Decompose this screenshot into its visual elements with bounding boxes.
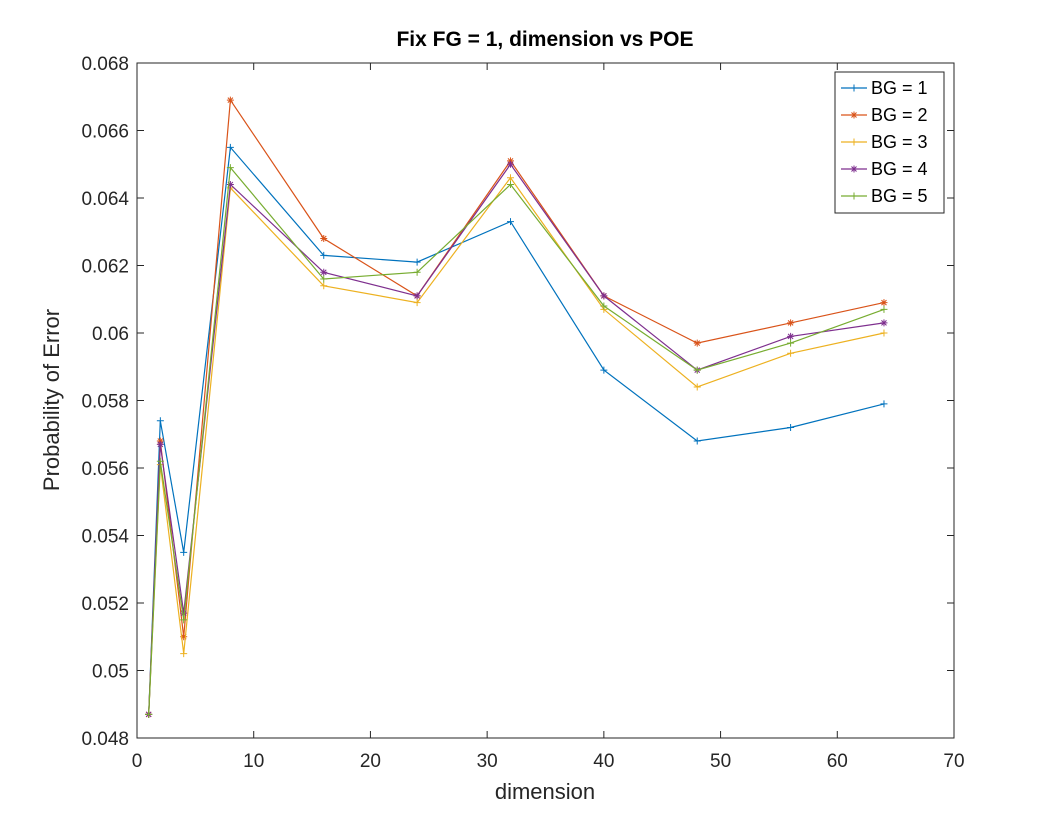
- x-tick-label: 10: [243, 751, 264, 772]
- data-point: [787, 424, 795, 431]
- data-point: [693, 437, 701, 445]
- x-tick-label: 50: [710, 751, 731, 772]
- chart-title: Fix FG = 1, dimension vs POE: [396, 28, 693, 51]
- data-point: [320, 268, 328, 276]
- legend-item: BG = 5: [841, 186, 928, 206]
- y-tick-label: 0.052: [81, 594, 129, 615]
- y-tick-label: 0.06: [92, 324, 129, 345]
- data-point: [320, 275, 328, 283]
- data-point: [880, 299, 888, 307]
- data-point: [850, 192, 858, 200]
- x-axis: 0 10 20 30 40 50 60 70: [132, 63, 965, 772]
- data-point: [787, 349, 795, 357]
- y-tick-label: 0.066: [81, 122, 129, 143]
- data-point: [787, 332, 795, 340]
- y-axis: 0.048 0.05 0.052 0.054 0.056 0.058 0.06 0.062 0.…: [81, 54, 954, 750]
- data-point: [600, 292, 608, 300]
- data-point: [145, 710, 153, 718]
- y-tick-label: 0.05: [92, 662, 129, 683]
- y-tick-label: 0.056: [81, 459, 129, 480]
- legend-label: BG = 4: [871, 159, 928, 179]
- data-point: [320, 282, 328, 290]
- y-tick-label: 0.064: [81, 189, 129, 210]
- x-axis-label: dimension: [495, 779, 595, 804]
- legend: BG = 1 BG = 2 BG = 3 BG = 4 BG = 5: [834, 71, 945, 214]
- data-point: [226, 96, 234, 104]
- x-tick-label: 20: [360, 751, 381, 772]
- data-point: [787, 319, 795, 327]
- data-point: [850, 138, 858, 146]
- legend-label: BG = 2: [871, 105, 928, 125]
- data-point: [413, 268, 421, 276]
- data-point: [180, 650, 188, 658]
- data-point: [320, 251, 328, 259]
- data-point: [180, 616, 188, 624]
- legend-label: BG = 1: [871, 78, 928, 98]
- legend-item: BG = 1: [841, 78, 928, 98]
- data-point: [600, 366, 608, 374]
- y-tick-label: 0.068: [81, 54, 129, 75]
- data-point: [180, 548, 188, 556]
- data-point: [320, 235, 328, 242]
- data-point: [506, 160, 514, 168]
- data-point: [880, 400, 888, 408]
- series-5: [145, 164, 888, 718]
- data-point: [693, 383, 701, 391]
- data-point: [156, 457, 164, 465]
- x-tick-label: 60: [827, 751, 848, 772]
- legend-label: BG = 5: [871, 186, 928, 206]
- data-point: [880, 305, 888, 313]
- legend-label: BG = 3: [871, 132, 928, 152]
- data-point: [413, 299, 421, 307]
- data-point: [156, 440, 164, 448]
- data-point: [693, 339, 701, 347]
- data-point: [506, 218, 514, 226]
- data-point: [850, 84, 858, 92]
- y-axis-label: Probability of Error: [39, 309, 64, 491]
- data-point: [600, 302, 608, 310]
- data-point: [880, 319, 888, 327]
- data-point: [850, 165, 858, 173]
- data-point: [506, 181, 514, 188]
- x-tick-label: 40: [593, 751, 614, 772]
- legend-item: BG = 2: [841, 105, 928, 125]
- data-point: [787, 339, 795, 347]
- x-tick-label: 30: [477, 751, 498, 772]
- data-point: [226, 143, 234, 151]
- plot-area: [136, 62, 955, 739]
- data-point: [880, 329, 888, 337]
- data-point: [413, 292, 421, 300]
- legend-item: BG = 3: [841, 132, 928, 152]
- x-tick-label: 0: [132, 751, 143, 772]
- data-point: [693, 366, 701, 374]
- x-tick-label: 70: [943, 751, 964, 772]
- data-point: [850, 111, 858, 119]
- data-point: [413, 258, 421, 266]
- data-point: [506, 174, 514, 182]
- series-layer: [145, 96, 888, 718]
- data-point: [156, 417, 164, 425]
- y-tick-label: 0.062: [81, 257, 129, 278]
- legend-item: BG = 4: [841, 159, 928, 179]
- y-tick-label: 0.048: [81, 729, 129, 750]
- y-tick-label: 0.054: [81, 527, 129, 548]
- data-point: [226, 164, 234, 172]
- y-tick-label: 0.058: [81, 392, 129, 413]
